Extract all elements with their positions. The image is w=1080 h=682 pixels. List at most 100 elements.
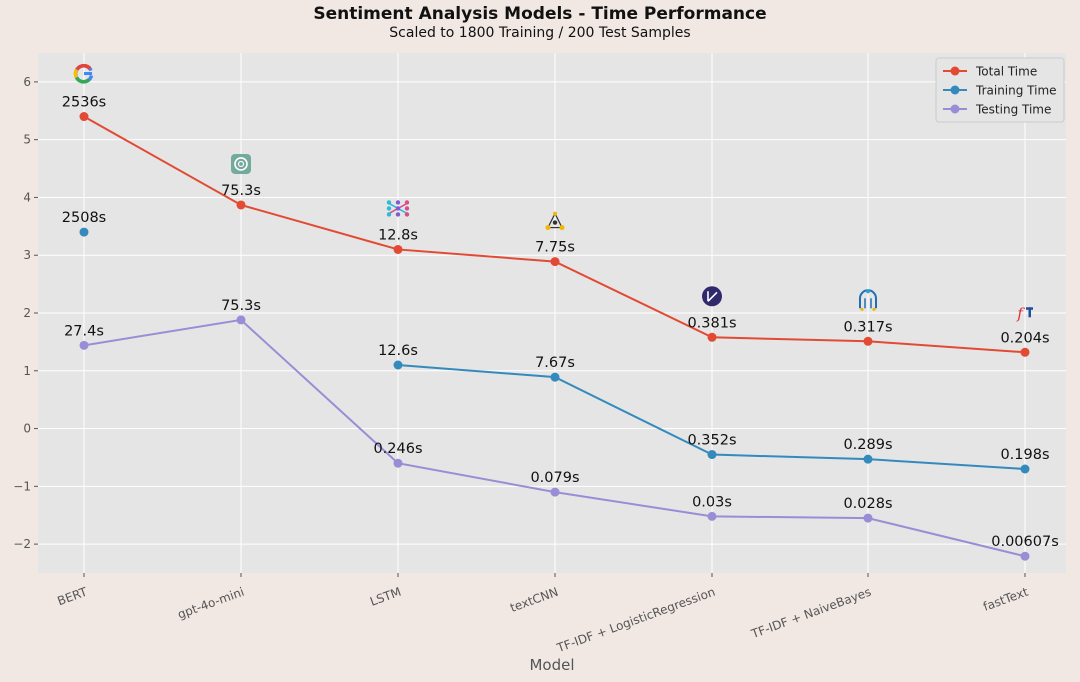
data-point-training-time (550, 372, 560, 382)
y-tick-label: 1 (23, 364, 31, 378)
data-point-total-time (393, 244, 403, 254)
y-tick-label: 3 (23, 248, 31, 262)
data-point-testing-time (863, 513, 873, 523)
data-label-testing-time: 0.00607s (991, 534, 1059, 550)
data-point-training-time (863, 454, 873, 464)
data-point-testing-time (79, 340, 89, 350)
data-label-testing-time: 75.3s (221, 298, 261, 314)
cnn-edge (554, 213, 563, 228)
cnn-node (553, 211, 557, 216)
data-label-testing-time: 0.246s (373, 441, 422, 457)
cnn-node (545, 225, 551, 231)
x-tick-label: TF-IDF + LogisticRegression (554, 585, 717, 656)
data-point-training-time (393, 360, 403, 370)
fasttext-logo-icon: f (1016, 304, 1033, 322)
google-arc-red (75, 63, 92, 71)
legend-box (935, 57, 1065, 123)
data-point-training-time (707, 450, 717, 460)
data-point-testing-time (707, 511, 717, 521)
google-logo-icon (73, 63, 94, 84)
data-point-total-time (550, 257, 560, 267)
legend-label-training-time: Training Time (975, 84, 1057, 98)
chart-title: Sentiment Analysis Models - Time Perform… (313, 4, 767, 24)
data-label-training-time: 0.352s (687, 433, 736, 449)
data-label-training-time: 0.198s (1000, 447, 1049, 463)
grid-lines (38, 53, 1066, 573)
scikit-learn-icon (702, 286, 722, 307)
data-point-total-time (79, 112, 89, 122)
data-label-testing-time: 0.079s (530, 470, 579, 486)
nn-node (395, 200, 401, 205)
x-axis-label: Model (529, 656, 574, 674)
legend-label-testing-time: Testing Time (975, 103, 1051, 117)
legend: Total Time Training Time Testing Time (935, 57, 1065, 123)
nn-node (404, 200, 410, 205)
data-label-testing-time: 0.028s (843, 496, 892, 512)
x-tick-label: fastText (981, 585, 1030, 614)
data-label-testing-time: 0.03s (692, 494, 732, 510)
y-tick-label: −1 (13, 479, 31, 493)
legend-marker-testing-time (950, 104, 960, 114)
data-label-total-time: 12.8s (378, 227, 418, 243)
x-tick-label: LSTM (368, 585, 403, 609)
y-axis: −2 −1 0 1 2 3 4 5 6 (13, 75, 38, 551)
y-tick-label: 5 (23, 133, 31, 147)
google-arc-green (74, 76, 91, 84)
data-point-total-time (863, 336, 873, 346)
data-point-training-time (79, 227, 89, 237)
data-point-testing-time (393, 458, 403, 468)
openai-ring (234, 157, 248, 171)
data-label-total-time: 2536s (62, 95, 106, 111)
nn-node (395, 212, 401, 217)
data-label-total-time: 0.204s (1000, 330, 1049, 346)
data-label-total-time: 7.75s (535, 240, 575, 256)
openai-core (237, 160, 245, 168)
chart-subtitle: Scaled to 1800 Training / 200 Test Sampl… (389, 25, 691, 41)
y-tick-label: −2 (13, 537, 31, 551)
data-point-training-time (1020, 464, 1030, 474)
series-testing-time: 27.4s 75.3s 0.246s 0.079s 0.03s 0.028s 0.00607… (64, 298, 1059, 561)
nb-node (866, 289, 870, 294)
y-tick-label: 0 (23, 422, 31, 436)
x-tick-label: textCNN (508, 585, 560, 615)
data-label-training-time: 12.6s (378, 343, 418, 359)
google-arc-yellow (73, 68, 79, 79)
nb-node (860, 307, 864, 311)
nn-node (395, 206, 401, 211)
legend-marker-training-time (950, 85, 960, 95)
series-training-time: 2508s 12.6s 7.67s 0.352s 0.289s 0.198s (62, 210, 1050, 474)
cnn-node (559, 225, 565, 231)
x-tick-label: TF-IDF + NaiveBayes (749, 585, 874, 642)
neural-network-icon (386, 200, 410, 217)
data-point-total-time (236, 200, 246, 210)
data-label-total-time: 75.3s (221, 183, 261, 199)
nn-node (386, 206, 392, 211)
data-point-testing-time (1020, 551, 1030, 561)
series-total-time: 2536s 75.3s 12.8s 7.75s 0.381s 0.317s 0.204s (62, 95, 1050, 357)
data-point-total-time (1020, 347, 1030, 357)
nn-node (386, 212, 392, 217)
fasttext-bar (1028, 307, 1031, 318)
nn-node (404, 206, 410, 211)
data-point-testing-time (236, 315, 246, 325)
data-point-total-time (707, 332, 717, 342)
fasttext-glyph: f (1016, 304, 1025, 322)
y-tick-label: 6 (23, 75, 31, 89)
openai-badge (231, 153, 251, 174)
nb-node (872, 307, 876, 311)
cnn-network-icon (545, 211, 565, 231)
naive-bayes-icon (859, 289, 877, 311)
legend-label-total-time: Total Time (975, 65, 1037, 79)
x-tick-label: BERT (55, 584, 89, 608)
nn-node (404, 212, 410, 217)
data-label-training-time: 2508s (62, 210, 106, 226)
data-label-training-time: 7.67s (535, 355, 575, 371)
x-tick-label: gpt-4o-mini (176, 585, 246, 622)
cnn-node (552, 220, 558, 225)
legend-marker-total-time (950, 66, 960, 76)
openai-logo-icon (231, 153, 251, 174)
y-tick-label: 4 (23, 190, 31, 204)
